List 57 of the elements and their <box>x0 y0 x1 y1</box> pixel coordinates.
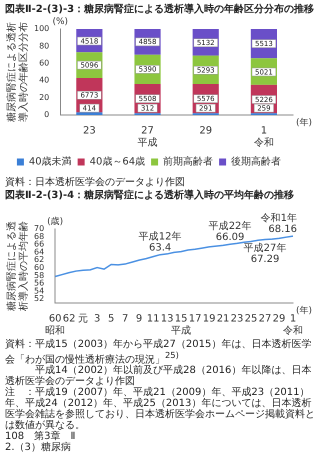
y-tick-label: 100 <box>34 24 50 34</box>
x-tick-label: 25 <box>244 314 258 325</box>
y-tick-label: 68 <box>34 232 44 241</box>
y-tick-label: 0 <box>44 110 50 120</box>
y-tick-label: 58 <box>34 270 44 280</box>
text: (%) <box>52 16 68 27</box>
x-tick-label: 7 <box>122 314 128 325</box>
y-tick-label: 62 <box>34 255 44 264</box>
text: 平成14（2002）年以前及び平成28（2016）年以降は、日本透析医学会のデータより作図 <box>5 365 312 388</box>
chart-title: 図表Ⅱ-2-(3)-4：糖尿病腎症による透析導入時の平均年齢の推移 <box>5 190 296 201</box>
text: 108 第3章 Ⅱ <box>5 431 76 442</box>
data-label: 平成27年 67.29 <box>244 242 286 266</box>
x-tick-label: 21 <box>216 314 230 325</box>
text: 資料：日本透析医学会のデータより作図 <box>5 177 186 188</box>
legend-label: 40歳未満 <box>28 156 72 168</box>
x-tick-label: 27 <box>258 314 272 325</box>
y-axis-title: 糖尿病腎症による透析導入時の平均年齢 <box>6 221 30 312</box>
data-label: 平成12年 63.4 <box>138 230 182 254</box>
y-tick-label: 52 <box>34 294 44 304</box>
x-tick-label: 23 <box>230 314 244 325</box>
y-tick-label: 66 <box>34 240 44 249</box>
text: (年) <box>296 116 312 128</box>
x-tick-label: 19 <box>202 314 216 325</box>
y-tick-label: 54 <box>34 286 44 296</box>
text: 資料：平成15（2003）年から平成27（2015）年は、日本透析医学会「わが国の慢性透析療法の現況」$^{25)}$ <box>5 339 312 366</box>
x-tick-label: 29 <box>272 314 286 325</box>
y-tick-label: 40 <box>39 76 50 85</box>
x-tick-label: 1 令和 <box>254 126 274 149</box>
text: (年) <box>296 304 312 316</box>
x-tick-label: 62 <box>62 314 76 325</box>
text: 2.（3）糖尿病 <box>5 442 72 453</box>
legend-label: 後期高齢者 <box>231 156 282 168</box>
y-tick-label: 60 <box>39 58 50 68</box>
x-tick-label: 9 <box>136 314 142 325</box>
x-tick-label: 27 平成 <box>138 126 158 149</box>
x-tick-label: 13 <box>160 314 174 325</box>
x-tick-label: 17 <box>188 314 202 325</box>
x-tick-label: 23 <box>82 126 96 137</box>
x-tick-label: 11 <box>146 314 160 325</box>
text: (歳) <box>47 216 64 227</box>
x-tick-label: 29 <box>199 126 212 137</box>
y-axis-title: 糖尿病腎症による透析導入時の年齢区分分布 <box>6 22 30 122</box>
x-tick-label: 3 <box>94 314 100 325</box>
y-tick-label: 70 <box>34 224 44 234</box>
legend-label: 40歳～64歳 <box>90 156 146 168</box>
y-tick-label: 56 <box>34 278 44 288</box>
chart-title: 図表Ⅱ-2-(3)-3：糖尿病腎症による透析導入時の年齢区分分布の推移 <box>5 4 315 15</box>
y-tick-label: 60 <box>34 263 44 272</box>
x-tick-label: 元 <box>78 314 88 325</box>
data-label: 平成22年 66.09 <box>208 220 252 243</box>
y-tick-label: 64 <box>34 247 44 256</box>
x-tick-label: 5 <box>108 314 114 325</box>
text: 注 ：平成19（2007）年、平成21（2009）年、平成23（2011）年、平成24（2012）年、平成25（2013）年については、日本透析医学会雑誌を参照しており、日本透析医学会ホームページ掲載資料とは数値が異なる。 <box>5 387 315 432</box>
y-tick-label: 80 <box>39 41 50 50</box>
y-tick-label: 20 <box>39 92 50 102</box>
legend-label: 前期高齢者 <box>163 156 214 168</box>
data-label: 令和1年 68.16 <box>260 212 297 235</box>
